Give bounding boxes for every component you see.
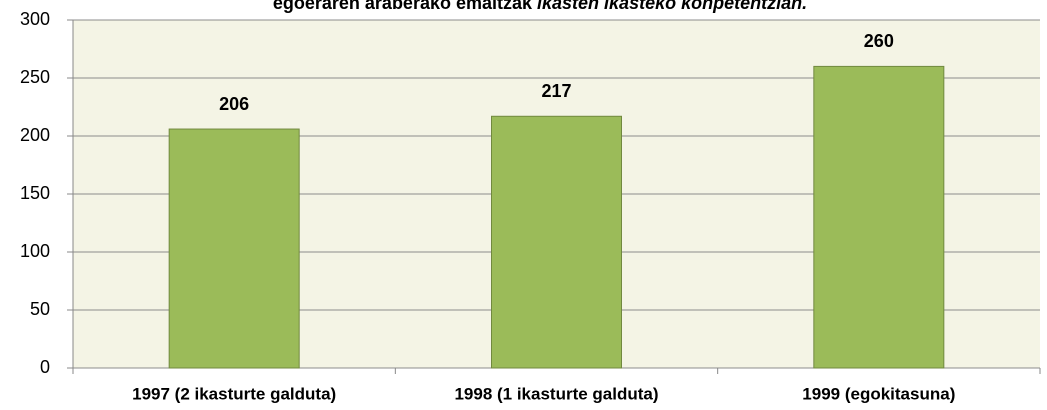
value-label: 260 — [864, 31, 894, 51]
y-tick-label: 300 — [20, 9, 50, 29]
y-tick-label: 200 — [20, 125, 50, 145]
title-part: ikasten ikasteko konpetentzian. — [537, 0, 807, 13]
y-tick-label: 100 — [20, 241, 50, 261]
y-tick-label: 50 — [30, 299, 50, 319]
title-part: egoeraren araberako emaitzak — [273, 0, 537, 13]
value-label: 217 — [541, 81, 571, 101]
bar — [813, 65, 945, 369]
x-tick-label: 1998 (1 ikasturte galduta) — [454, 384, 658, 403]
bar — [168, 128, 300, 369]
y-tick-label: 0 — [40, 357, 50, 377]
chart-title: egoeraren araberako emaitzak ikasten ika… — [273, 0, 807, 13]
bar — [491, 115, 622, 369]
y-tick-label: 150 — [20, 183, 50, 203]
x-tick-label: 1997 (2 ikasturte galduta) — [132, 384, 336, 403]
x-tick-label: 1999 (egokitasuna) — [802, 384, 955, 403]
y-tick-label: 250 — [20, 67, 50, 87]
value-label: 206 — [219, 94, 249, 114]
